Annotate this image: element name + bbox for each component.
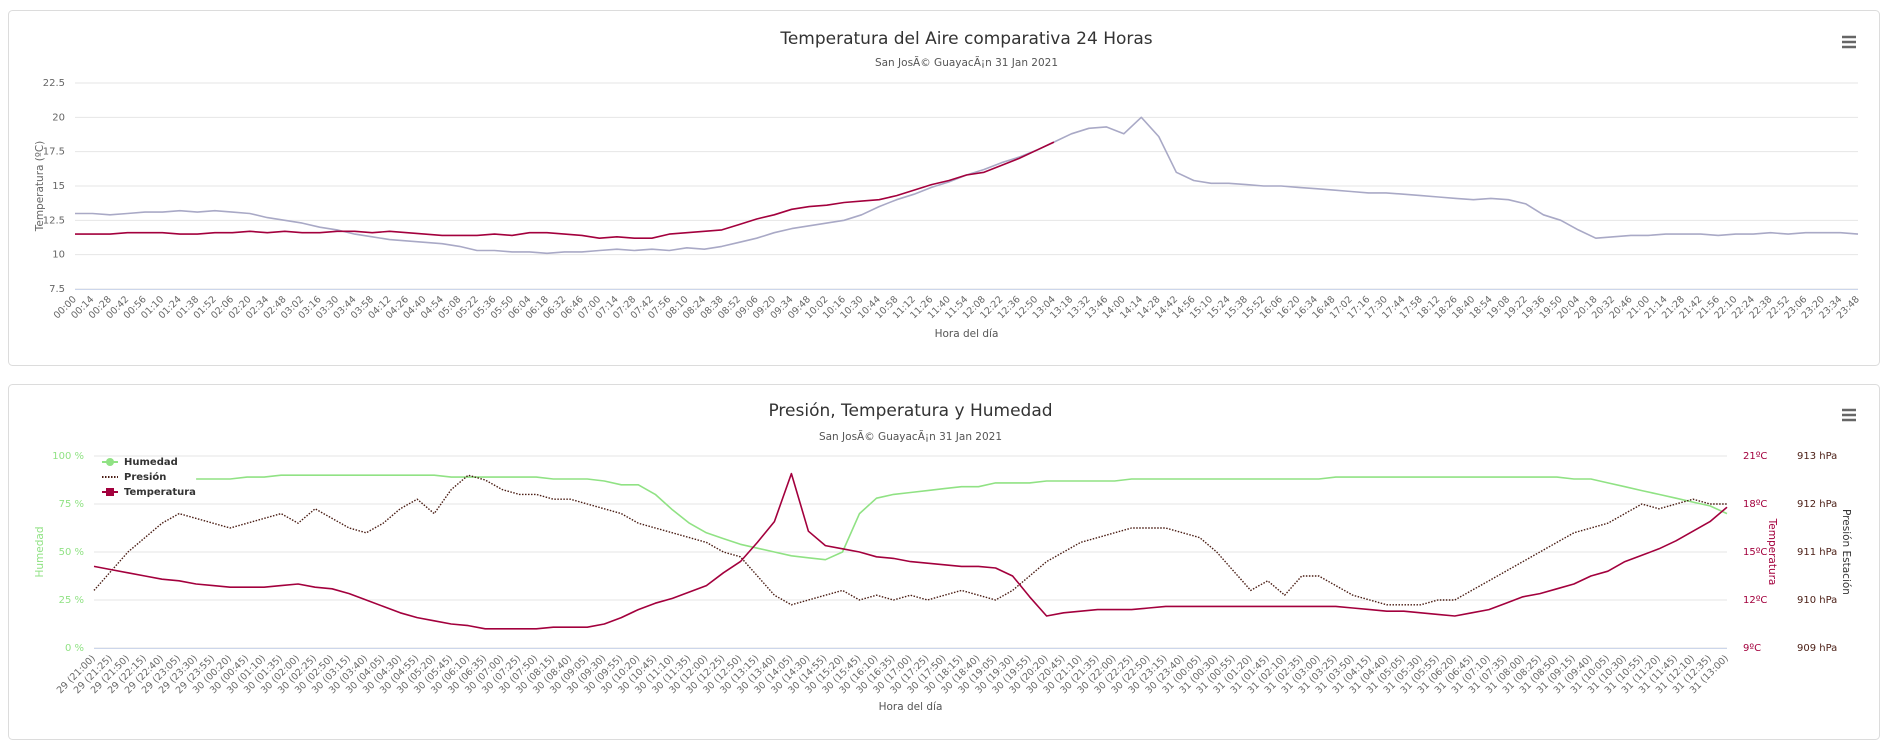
series-line	[93, 472, 1728, 630]
y-tick-label: 75 %	[59, 499, 84, 510]
chart-panel	[8, 384, 1880, 740]
y-axis-title: Humedad	[34, 526, 46, 577]
y2-axis-title: Temperatura	[1766, 518, 1778, 586]
legend-marker[interactable]	[106, 488, 114, 496]
legend-label[interactable]: Temperatura	[124, 487, 196, 498]
y2-tick-label: 15ºC	[1743, 547, 1767, 558]
y3-tick-label: 909 hPa	[1797, 643, 1837, 654]
menu-button[interactable]	[1842, 408, 1856, 422]
x-axis-title: Hora del día	[935, 328, 999, 340]
y-tick-label: 100 %	[52, 451, 84, 462]
y-tick-label: 22.5	[43, 78, 65, 89]
series-line	[196, 474, 1728, 561]
y3-tick-label: 912 hPa	[1797, 499, 1837, 510]
y-tick-label: 17.5	[43, 147, 65, 158]
y-tick-label: 0 %	[65, 643, 84, 654]
y-tick-label: 20	[52, 112, 65, 123]
chart-title: Temperatura del Aire comparativa 24 Hora…	[779, 29, 1152, 49]
y-axis-title: Temperatura (ºC)	[34, 141, 46, 233]
y2-tick-label: 9ºC	[1743, 643, 1761, 654]
series-line	[75, 141, 1055, 239]
y2-tick-label: 12ºC	[1743, 595, 1767, 606]
chart-subtitle: San JosÃ© GuayacÃ¡n 31 Jan 2021	[875, 56, 1058, 69]
x-axis-title: Hora del día	[879, 701, 943, 713]
chart-panel	[8, 10, 1880, 366]
y-tick-label: 7.5	[49, 284, 65, 295]
chart-title: Presión, Temperatura y Humedad	[768, 401, 1052, 421]
y3-axis-title: Presión Estación	[1840, 509, 1852, 595]
y-tick-label: 15	[52, 181, 65, 192]
y3-tick-label: 911 hPa	[1797, 547, 1837, 558]
legend-label[interactable]: Presión	[124, 471, 166, 483]
y2-tick-label: 18ºC	[1743, 499, 1767, 510]
y-tick-label: 12.5	[43, 215, 65, 226]
legend-marker[interactable]	[106, 458, 114, 466]
y3-tick-label: 913 hPa	[1797, 451, 1837, 462]
y-tick-label: 50 %	[59, 547, 84, 558]
legend-label[interactable]: Humedad	[124, 457, 178, 468]
y-tick-label: 10	[52, 250, 65, 261]
chart-subtitle: San JosÃ© GuayacÃ¡n 31 Jan 2021	[819, 430, 1002, 443]
y-tick-label: 25 %	[59, 595, 84, 606]
menu-button[interactable]	[1842, 35, 1856, 49]
y3-tick-label: 910 hPa	[1797, 595, 1837, 606]
y2-tick-label: 21ºC	[1743, 451, 1767, 462]
